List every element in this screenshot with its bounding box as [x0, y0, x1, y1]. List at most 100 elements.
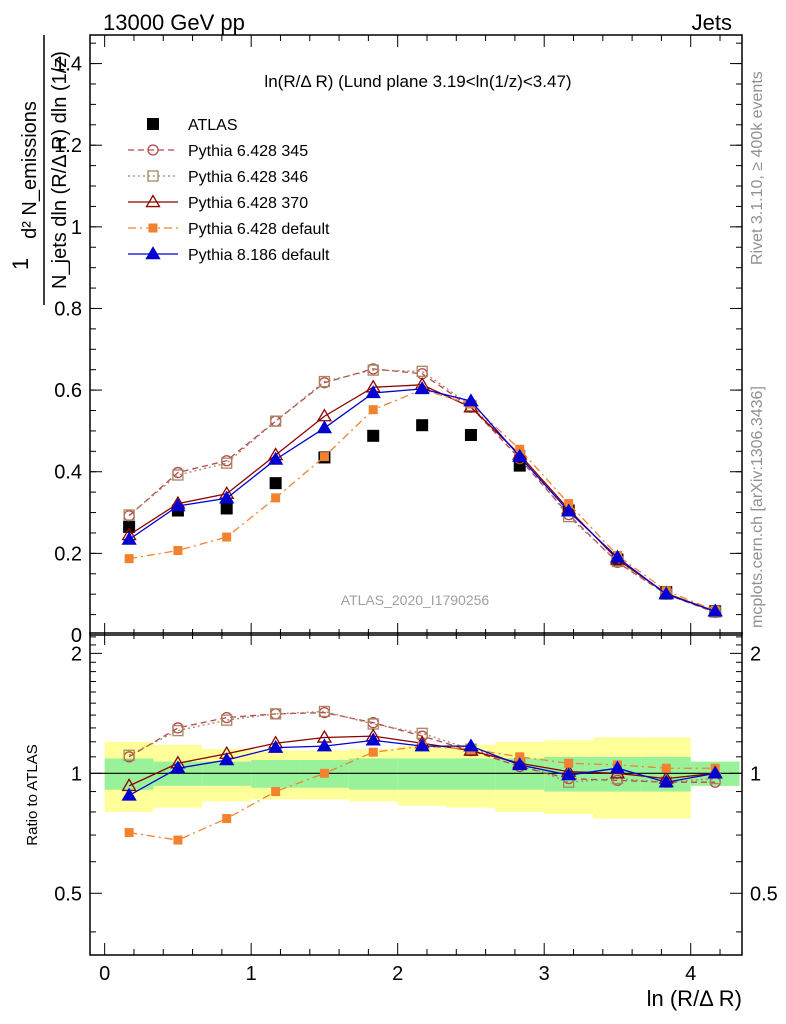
data-point-pythia-8-186-default [707, 603, 723, 617]
ratio-point-pythia-8-186-default [268, 739, 284, 753]
ratio-point-pythia-6-428-default [564, 758, 574, 768]
data-point-atlas [416, 419, 429, 432]
ratio-point-pythia-6-428-default [271, 787, 281, 797]
header-right: Jets [692, 10, 732, 35]
ratio-point-pythia-8-186-default [121, 787, 137, 801]
main-y-tick-label: 1.2 [54, 135, 82, 157]
y-label-numerator: d² N_emissions [19, 101, 41, 239]
legend: ATLAS Pythia 6.428 345 Pythia 6.428 346 Pyt… [128, 117, 330, 264]
ratio-point-pythia-6-428-default [222, 814, 232, 824]
ratio-y-tick-label-right: 0.5 [750, 883, 778, 905]
data-point-pythia-6-428-default [271, 493, 281, 503]
legend-marker-pythia-6-428-default [148, 223, 158, 233]
x-tick-label: 0 [99, 963, 110, 985]
main-y-tick-label: 0.4 [54, 462, 82, 484]
ratio-line-pythia-6-428-346 [128, 710, 716, 783]
ratio-point-pythia-8-186-default [219, 752, 235, 766]
data-point-pythia-8-186-default [268, 451, 284, 465]
x-tick-label: 2 [392, 963, 403, 985]
legend-marker-pythia-6-428-345 [147, 144, 159, 156]
legend-label-pythia-6-428-345: Pythia 6.428 345 [188, 143, 308, 160]
series-line-pythia-6-428-345 [128, 368, 716, 614]
main-y-tick-label: 0 [71, 625, 82, 647]
ratio-point-pythia-8-186-default [512, 757, 528, 771]
ratio-point-pythia-6-428-default [124, 828, 134, 838]
legend-marker-pythia-8-186-default [145, 246, 161, 260]
ratio-point-pythia-8-186-default [658, 774, 674, 788]
legend-marker-atlas [147, 118, 159, 130]
data-point-pythia-8-186-default [219, 490, 235, 504]
x-tick-label: 4 [685, 963, 696, 985]
data-point-atlas [220, 502, 233, 515]
ratio-band-inner [397, 758, 447, 790]
legend-label-pythia-6-428-370: Pythia 6.428 370 [188, 195, 308, 212]
ratio-point-pythia-6-428-346 [123, 749, 135, 761]
y-label-fraction: 1 [8, 258, 33, 270]
ratio-y-tick-label-right: 2 [750, 643, 761, 665]
legend-label-pythia-8-186-default: Pythia 8.186 default [188, 247, 330, 264]
ratio-point-pythia-8-186-default [707, 765, 723, 779]
legend-marker-pythia-6-428-370 [145, 194, 161, 208]
data-point-pythia-6-428-346 [172, 469, 184, 481]
data-point-atlas [269, 477, 282, 490]
data-point-pythia-8-186-default [512, 448, 528, 462]
legend-label-pythia-6-428-default: Pythia 6.428 default [188, 221, 330, 238]
ratio-point-pythia-6-428-346 [269, 708, 282, 720]
data-point-pythia-6-428-346 [269, 415, 282, 427]
ratio-point-pythia-8-186-default [316, 738, 333, 752]
ratio-band-inner [446, 758, 496, 790]
legend-marker-pythia-6-428-346 [147, 170, 159, 182]
data-point-pythia-6-428-346 [416, 365, 428, 377]
series-line-pythia-6-428-346 [128, 369, 716, 613]
main-panel-frame [89, 34, 743, 636]
data-point-pythia-8-186-default [463, 393, 479, 407]
data-point-atlas [123, 520, 136, 533]
data-point-pythia-6-428-346 [123, 509, 135, 521]
analysis-watermark: ATLAS_2020_I1790256 [341, 592, 490, 608]
ratio-point-pythia-6-428-default [515, 752, 525, 762]
ratio-point-pythia-8-186-default [170, 760, 186, 774]
data-point-pythia-8-186-default [561, 503, 577, 517]
x-tick-label: 3 [539, 963, 550, 985]
data-point-pythia-8-186-default [316, 420, 333, 434]
ratio-band-inner [104, 758, 154, 790]
data-point-pythia-6-428-346 [221, 457, 233, 469]
ratio-band-inner [348, 758, 398, 790]
data-point-pythia-8-186-default [121, 531, 137, 545]
ratio-point-pythia-6-428-default [173, 835, 183, 845]
data-point-pythia-8-186-default [658, 586, 674, 600]
main-y-tick-label: 0.8 [54, 298, 82, 320]
main-y-tick-label: 1.4 [54, 54, 82, 76]
main-y-tick-label: 1 [71, 217, 82, 239]
legend-label-atlas: ATLAS [188, 117, 238, 134]
plot-title: ln(R/Δ R) (Lund plane 3.19<ln(1/z)<3.47) [264, 72, 571, 91]
ratio-series-layer [121, 705, 723, 845]
ratio-y-tick-label: 0.5 [54, 883, 82, 905]
x-tick-label: 1 [246, 963, 257, 985]
ratio-point-pythia-6-428-346 [172, 724, 184, 737]
main-series-layer [121, 363, 723, 619]
ratio-point-pythia-6-428-default [319, 768, 329, 778]
data-point-pythia-6-428-default [368, 405, 378, 415]
side-text-rivet: Rivet 3.1.10, ≥ 400k events [749, 71, 766, 265]
main-y-label: 1 d² N_emissions N_jets dln (R/Δ R) dln … [8, 35, 71, 305]
data-point-pythia-8-186-default [170, 498, 186, 512]
ratio-y-tick-label: 1 [71, 763, 82, 785]
ratio-point-pythia-6-428-default [368, 747, 378, 757]
data-point-pythia-6-428-default [124, 554, 134, 564]
ratio-y-tick-label: 2 [71, 643, 82, 665]
ratio-point-pythia-8-186-default [561, 767, 577, 781]
ratio-point-pythia-8-186-default [609, 760, 626, 774]
ratio-point-pythia-6-428-default [661, 763, 671, 773]
x-axis-label: ln (R/Δ R) [647, 986, 742, 1011]
ratio-point-pythia-8-186-default [463, 738, 479, 752]
ratio-y-label: Ratio to ATLAS [24, 744, 41, 845]
data-point-atlas [464, 429, 477, 441]
y-label-denominator: N_jets dln (R/Δ R) dln (1/z) [49, 51, 71, 289]
data-point-pythia-6-428-345 [269, 415, 282, 427]
data-point-pythia-8-186-default [609, 549, 626, 563]
side-text-mcplots: mcplots.cern.ch [arXiv:1306.3436] [749, 386, 766, 628]
main-y-tick-label: 0.2 [54, 543, 82, 565]
main-y-tick-label: 0.6 [54, 380, 82, 402]
